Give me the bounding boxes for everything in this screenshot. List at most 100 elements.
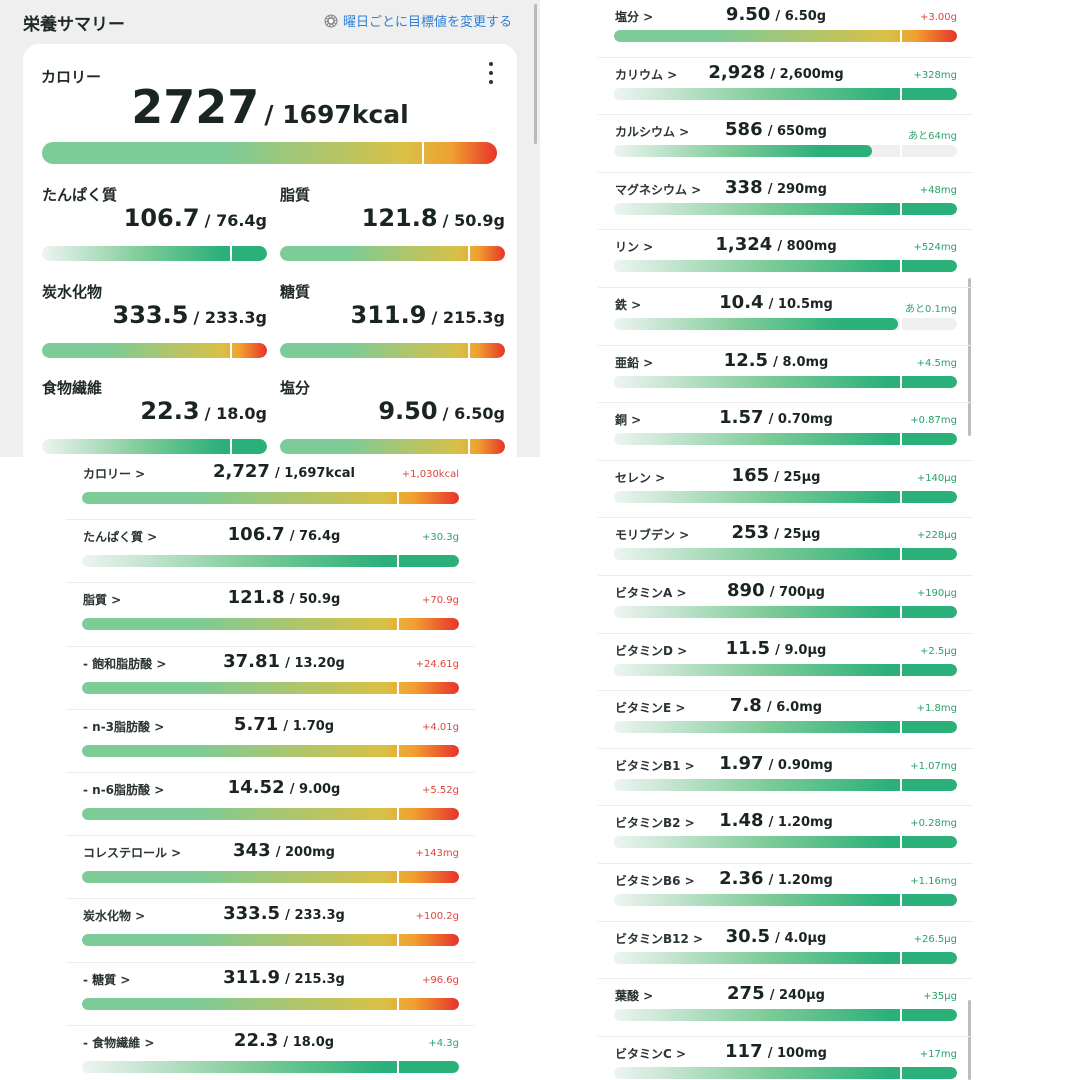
nutrient-name[interactable]: カルシウム > bbox=[615, 125, 690, 140]
change-goal-link-label[interactable]: 曜日ごとに目標値を変更する bbox=[342, 15, 512, 30]
summary-scrollbar[interactable] bbox=[534, 4, 537, 144]
nutrient-name[interactable]: 脂質 > bbox=[83, 593, 122, 608]
goal-marker bbox=[900, 778, 903, 791]
nutrient-name[interactable]: ビタミンB12 > bbox=[615, 931, 704, 946]
nutrient-name[interactable]: - n-6脂肪酸 > bbox=[83, 783, 165, 797]
nutrient-goal: / 25μg bbox=[774, 527, 821, 543]
nutrient-row[interactable]: 炭水化物 > 333.5 / 233.3g +100.2g bbox=[66, 899, 475, 963]
change-goal-link[interactable]: 曜日ごとに目標値を変更する bbox=[323, 11, 512, 30]
summary-nutrient-values: 9.50 / 6.50g bbox=[378, 397, 505, 425]
nutrient-row[interactable]: カルシウム > 586 / 650mg あと64mg bbox=[598, 115, 973, 173]
row-divider bbox=[66, 519, 475, 521]
summary-nutrient[interactable]: 食物繊維 22.3 / 18.0g bbox=[42, 377, 267, 457]
summary-nutrient-value: 311.9 bbox=[350, 301, 427, 329]
nutrient-name[interactable]: コレステロール > bbox=[83, 846, 182, 861]
nutrient-row[interactable]: コレステロール > 343 / 200mg +143mg bbox=[66, 836, 475, 900]
nutrient-name[interactable]: ビタミンD > bbox=[615, 643, 688, 658]
row-divider bbox=[66, 961, 475, 963]
nutrient-row[interactable]: 亜鉛 > 12.5 / 8.0mg +4.5mg bbox=[598, 346, 973, 404]
nutrient-value: 9.50 bbox=[725, 4, 771, 25]
goal-marker bbox=[900, 1066, 903, 1079]
nutrient-name[interactable]: ビタミンE > bbox=[615, 701, 686, 716]
nutrient-row[interactable]: ビタミンA > 890 / 700μg +190μg bbox=[598, 576, 973, 634]
nutrient-row[interactable]: ビタミンE > 7.8 / 6.0mg +1.8mg bbox=[598, 691, 973, 749]
nutrient-progress-bar bbox=[614, 318, 957, 330]
nutrient-diff: +100.2g bbox=[415, 911, 459, 923]
bar-fill bbox=[42, 343, 267, 358]
more-vertical-icon[interactable] bbox=[485, 62, 497, 84]
row-divider bbox=[598, 114, 973, 116]
nutrient-row[interactable]: - 食物繊維 > 22.3 / 18.0g +4.3g bbox=[66, 1026, 475, 1080]
nutrient-name[interactable]: 銅 > bbox=[615, 413, 642, 428]
summary-nutrient[interactable]: 糖質 311.9 / 215.3g bbox=[280, 281, 505, 367]
nutrient-values: 586 / 650mg bbox=[725, 119, 827, 140]
nutrient-row[interactable]: ビタミンC > 117 / 100mg +17mg bbox=[598, 1037, 973, 1080]
nutrient-diff: あと64mg bbox=[908, 131, 957, 143]
nutrient-name[interactable]: 塩分 > bbox=[615, 10, 654, 24]
summary-nutrient[interactable]: たんぱく質 106.7 / 76.4g bbox=[42, 184, 267, 270]
nutrient-row[interactable]: - 糖質 > 311.9 / 215.3g +96.6g bbox=[66, 963, 475, 1026]
summary-nutrient-label: たんぱく質 bbox=[42, 186, 118, 204]
nutrient-goal: / 650mg bbox=[767, 124, 827, 140]
nutrient-name[interactable]: - 糖質 > bbox=[83, 972, 131, 987]
summary-nutrient[interactable]: 塩分 9.50 / 6.50g bbox=[280, 377, 505, 457]
nutrient-name[interactable]: - 飽和脂肪酸 > bbox=[83, 656, 167, 671]
nutrient-goal: / 1.20mg bbox=[768, 873, 833, 888]
nutrient-name[interactable]: 炭水化物 > bbox=[83, 909, 146, 924]
nutrient-name[interactable]: リン > bbox=[615, 240, 654, 255]
bar-fill bbox=[614, 836, 957, 849]
nutrient-values: 890 / 700μg bbox=[727, 580, 825, 601]
nutrient-row[interactable]: - n-3脂肪酸 > 5.71 / 1.70g +4.01g bbox=[66, 710, 475, 773]
nutrient-row[interactable]: 塩分 > 9.50 / 6.50g +3.00g bbox=[598, 0, 973, 58]
nutrient-row[interactable]: たんぱく質 > 106.7 / 76.4g +30.3g bbox=[66, 520, 475, 584]
nutrient-name[interactable]: セレン > bbox=[615, 470, 666, 485]
list-scrollbar[interactable] bbox=[968, 278, 971, 436]
nutrient-row[interactable]: 鉄 > 10.4 / 10.5mg あと0.1mg bbox=[598, 288, 973, 346]
nutrient-row[interactable]: マグネシウム > 338 / 290mg +48mg bbox=[598, 173, 973, 231]
nutrient-row[interactable]: カロリー > 2,727 / 1,697kcal +1,030kcal bbox=[66, 457, 475, 521]
nutrient-name[interactable]: - 食物繊維 > bbox=[83, 1035, 155, 1050]
summary-nutrient[interactable]: 炭水化物 333.5 / 233.3g bbox=[42, 281, 267, 367]
nutrient-row[interactable]: カリウム > 2,928 / 2,600mg +328mg bbox=[598, 58, 973, 116]
nutrient-name[interactable]: たんぱく質 > bbox=[83, 530, 158, 545]
goal-marker bbox=[900, 433, 903, 446]
list-scrollbar[interactable] bbox=[968, 1000, 971, 1080]
goal-marker bbox=[900, 318, 903, 330]
nutrient-name[interactable]: カロリー > bbox=[83, 467, 146, 481]
nutrient-list-right: 塩分 > 9.50 / 6.50g +3.00g カリウム > 2,928 / … bbox=[598, 0, 973, 1080]
nutrient-row[interactable]: 脂質 > 121.8 / 50.9g +70.9g bbox=[66, 583, 475, 647]
nutrient-name[interactable]: モリブデン > bbox=[615, 528, 690, 543]
nutrient-name[interactable]: ビタミンB2 > bbox=[615, 816, 695, 831]
bar-fill bbox=[614, 260, 957, 273]
bar-fill bbox=[82, 934, 459, 947]
nutrient-row[interactable]: 葉酸 > 275 / 240μg +35μg bbox=[598, 979, 973, 1037]
nutrient-row[interactable]: 銅 > 1.57 / 0.70mg +0.87mg bbox=[598, 403, 973, 461]
nutrient-row[interactable]: ビタミンD > 11.5 / 9.0μg +2.5μg bbox=[598, 634, 973, 692]
row-divider bbox=[598, 459, 973, 461]
nutrient-name[interactable]: 鉄 > bbox=[615, 298, 642, 312]
row-divider bbox=[598, 1035, 973, 1037]
summary-nutrient-goal: / 18.0g bbox=[204, 404, 267, 423]
nutrient-name[interactable]: 亜鉛 > bbox=[615, 355, 654, 370]
nutrient-row[interactable]: ビタミンB12 > 30.5 / 4.0μg +26.5μg bbox=[598, 922, 973, 980]
nutrient-row[interactable]: - n-6脂肪酸 > 14.52 / 9.00g +5.52g bbox=[66, 773, 475, 837]
goal-marker bbox=[467, 343, 470, 358]
nutrient-name[interactable]: ビタミンB1 > bbox=[615, 758, 695, 773]
nutrient-row[interactable]: モリブデン > 253 / 25μg +228μg bbox=[598, 518, 973, 576]
nutrient-name[interactable]: マグネシウム > bbox=[615, 182, 702, 197]
nutrient-row[interactable]: ビタミンB1 > 1.97 / 0.90mg +1.07mg bbox=[598, 749, 973, 807]
nutrient-name[interactable]: 葉酸 > bbox=[615, 989, 654, 1004]
nutrient-name[interactable]: ビタミンB6 > bbox=[615, 874, 695, 888]
nutrient-values: 165 / 25μg bbox=[732, 465, 821, 486]
nutrient-name[interactable]: ビタミンA > bbox=[615, 586, 687, 600]
nutrient-name[interactable]: カリウム > bbox=[615, 67, 678, 82]
nutrient-row[interactable]: セレン > 165 / 25μg +140μg bbox=[598, 461, 973, 519]
nutrient-value: 343 bbox=[233, 840, 271, 862]
nutrient-row[interactable]: - 飽和脂肪酸 > 37.81 / 13.20g +24.61g bbox=[66, 647, 475, 710]
nutrient-row[interactable]: リン > 1,324 / 800mg +524mg bbox=[598, 230, 973, 288]
nutrient-row[interactable]: ビタミンB6 > 2.36 / 1.20mg +1.16mg bbox=[598, 864, 973, 922]
nutrient-name[interactable]: ビタミンC > bbox=[615, 1046, 687, 1061]
nutrient-name[interactable]: - n-3脂肪酸 > bbox=[83, 719, 165, 734]
summary-nutrient[interactable]: 脂質 121.8 / 50.9g bbox=[280, 184, 505, 270]
nutrient-row[interactable]: ビタミンB2 > 1.48 / 1.20mg +0.28mg bbox=[598, 806, 973, 864]
